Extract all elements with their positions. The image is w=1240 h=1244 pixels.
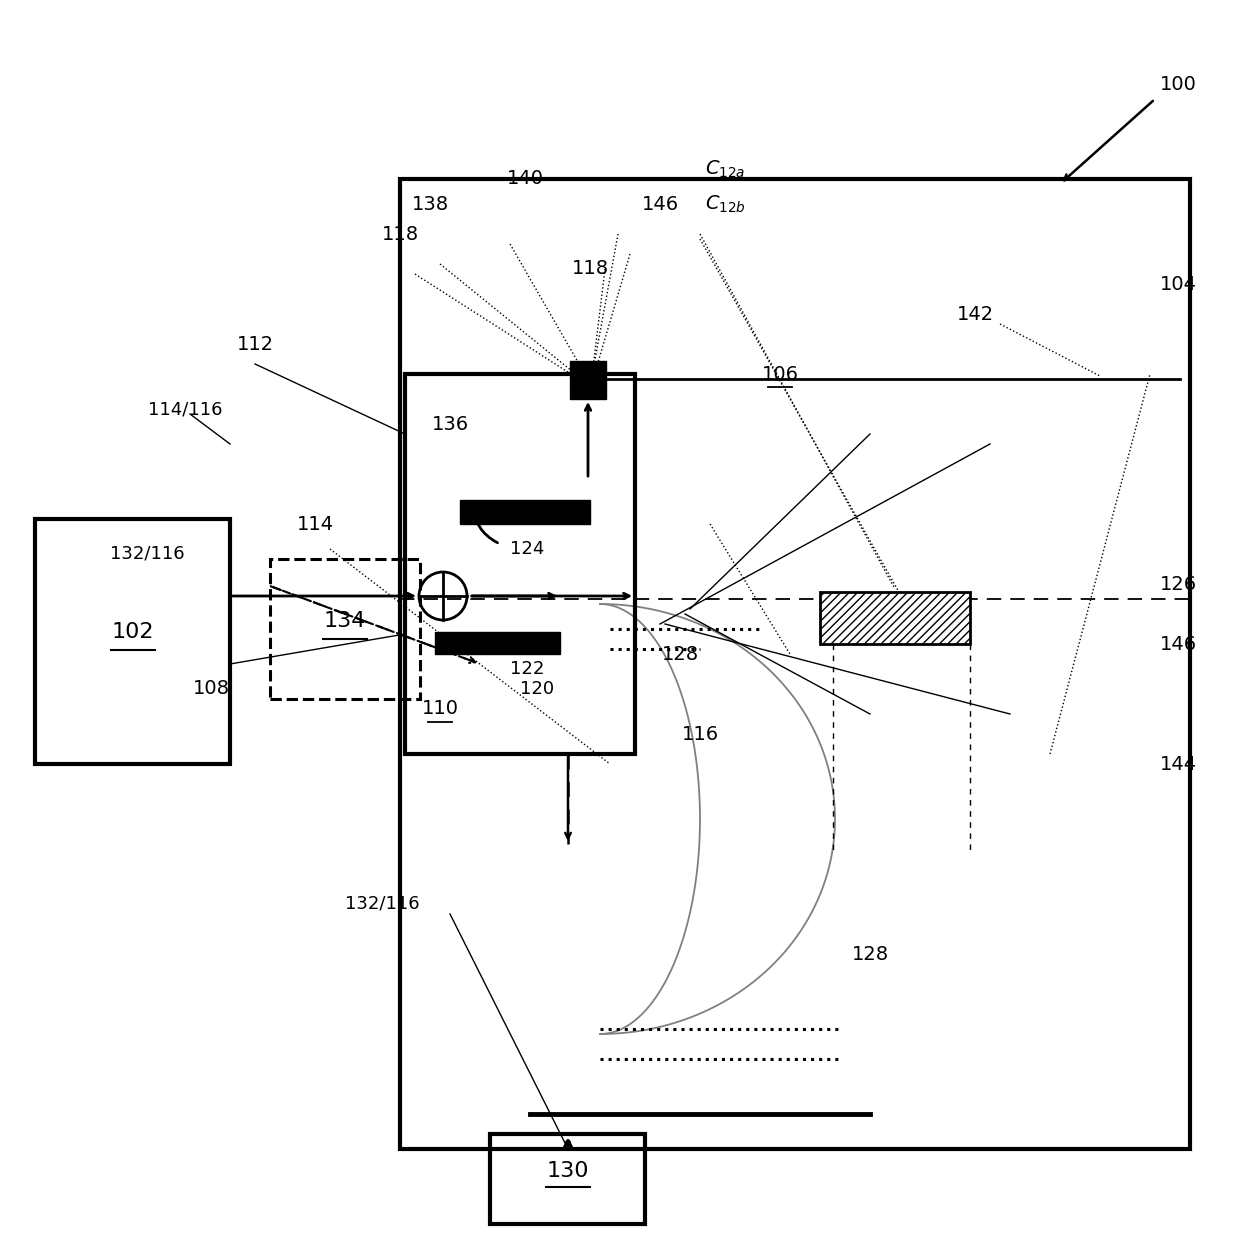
Text: 104: 104	[1159, 275, 1197, 294]
Text: 106: 106	[761, 364, 799, 383]
Text: 142: 142	[956, 305, 993, 323]
Bar	[570, 361, 606, 399]
Text: 128: 128	[661, 644, 698, 663]
Text: $C_{12a}$: $C_{12a}$	[706, 158, 745, 179]
Bar	[820, 592, 970, 644]
Text: 100: 100	[1159, 75, 1197, 93]
Text: 134: 134	[324, 611, 366, 631]
Text: 112: 112	[237, 335, 274, 353]
Bar	[435, 632, 560, 654]
Text: 138: 138	[412, 194, 449, 214]
Text: $C_{12b}$: $C_{12b}$	[706, 193, 746, 215]
Text: 146: 146	[641, 194, 678, 214]
Bar	[490, 1135, 645, 1224]
Bar	[405, 374, 635, 754]
Bar	[270, 559, 420, 699]
Text: 146: 146	[1159, 634, 1197, 653]
Text: 132/116: 132/116	[346, 894, 420, 913]
Bar	[460, 500, 590, 524]
Text: 140: 140	[506, 169, 543, 189]
Text: 114: 114	[296, 515, 334, 534]
Text: 116: 116	[682, 724, 718, 744]
Text: 120: 120	[520, 680, 554, 698]
Text: 124: 124	[510, 540, 544, 559]
Text: 114/116: 114/116	[148, 401, 222, 418]
Text: 118: 118	[382, 224, 419, 244]
Text: 108: 108	[193, 679, 229, 698]
Text: 130: 130	[547, 1161, 589, 1181]
Text: 126: 126	[1159, 575, 1197, 593]
Text: 122: 122	[510, 661, 544, 678]
Text: 102: 102	[112, 622, 154, 642]
Text: 136: 136	[432, 414, 469, 433]
Text: 128: 128	[852, 944, 889, 964]
Text: 118: 118	[572, 260, 609, 279]
Text: 110: 110	[422, 699, 459, 719]
Bar	[35, 519, 229, 764]
Text: 132/116: 132/116	[110, 545, 185, 564]
Text: 144: 144	[1159, 755, 1197, 774]
Bar	[401, 179, 1190, 1149]
